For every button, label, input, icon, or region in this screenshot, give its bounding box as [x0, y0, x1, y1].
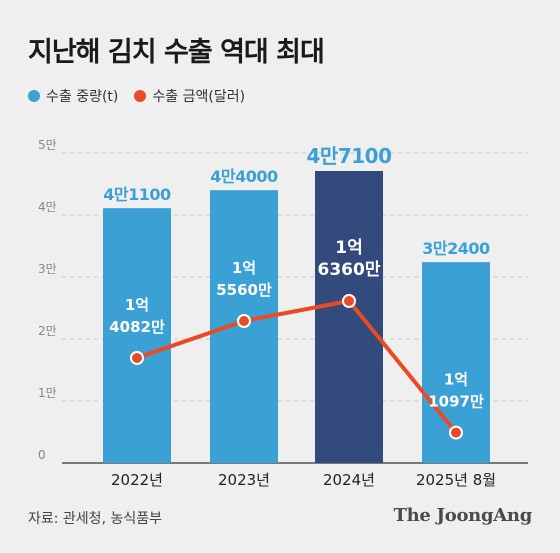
- legend-volume-label: 수출 중량(t): [46, 89, 119, 105]
- line-value-label: 1억: [232, 259, 256, 277]
- chart-title: 지난해 김치 수출 역대 최대: [28, 37, 325, 68]
- line-point: [237, 314, 251, 328]
- bar-value-label: 4만4000: [210, 167, 278, 186]
- x-tick-label: 2024년: [323, 471, 375, 489]
- brand-logo: The JoongAng: [393, 505, 533, 526]
- y-tick-label: 4만: [38, 200, 57, 214]
- series-line: [136, 299, 458, 434]
- line-value-label: 1억: [335, 238, 362, 258]
- y-tick-label: 0: [38, 448, 46, 462]
- line-value-label: 1억: [125, 296, 149, 314]
- y-tick-label: 3만: [38, 262, 57, 276]
- legend-item-value: 수출 금액(달러): [134, 86, 245, 106]
- bar-value-label: 4만1100: [103, 185, 171, 204]
- line-value-label: 6360만: [318, 260, 381, 280]
- line-point: [449, 425, 463, 440]
- line-value-label: 5560만: [216, 281, 272, 299]
- source-note: 자료: 관세청, 농식품부: [28, 511, 162, 527]
- y-tick-label: 5만: [38, 138, 57, 152]
- y-tick-label: 2만: [38, 324, 57, 338]
- legend-value-swatch: [134, 90, 147, 102]
- bar: [315, 170, 383, 464]
- line-value-label: 1억: [444, 371, 468, 389]
- legend-item-volume: 수출 중량(t): [28, 86, 118, 106]
- legend: 수출 중량(t) 수출 금액(달러): [28, 86, 261, 106]
- line-point: [342, 294, 356, 308]
- bar-value-label: 3만2400: [422, 239, 490, 258]
- bar-value-label: 4만7100: [307, 144, 392, 168]
- legend-volume-swatch: [28, 90, 40, 102]
- x-tick-label: 2023년: [218, 471, 270, 489]
- x-tick-label: 2025년 8월: [416, 471, 496, 489]
- x-tick-label: 2022년: [111, 471, 163, 489]
- line-point: [130, 350, 144, 365]
- y-tick-label: 1만: [38, 386, 57, 400]
- line-value-label: 1097만: [428, 393, 484, 411]
- legend-value-label: 수출 금액(달러): [152, 89, 246, 105]
- bar: [103, 208, 171, 463]
- line-value-label: 4082만: [109, 318, 165, 336]
